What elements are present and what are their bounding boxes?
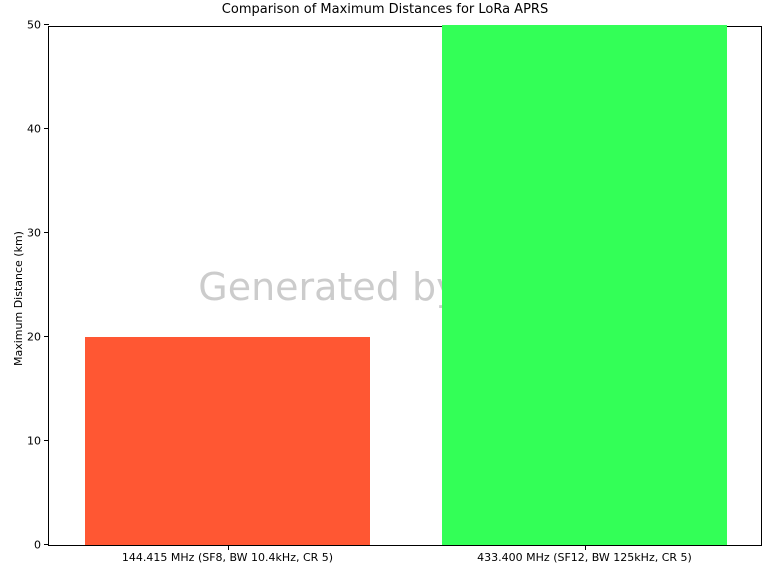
y-tick-label: 40 bbox=[27, 123, 49, 136]
bar bbox=[85, 337, 371, 545]
chart-title: Comparison of Maximum Distances for LoRa… bbox=[0, 2, 770, 17]
x-tick-mark bbox=[228, 545, 229, 550]
y-tick-label: 20 bbox=[27, 331, 49, 344]
y-axis-label: Maximum Distance (km) bbox=[12, 231, 25, 366]
y-tick-label: 30 bbox=[27, 227, 49, 240]
y-tick-label: 0 bbox=[34, 539, 49, 552]
y-tick-label: 50 bbox=[27, 19, 49, 32]
y-tick-mark bbox=[44, 336, 49, 337]
y-tick-mark bbox=[44, 128, 49, 129]
y-tick-mark bbox=[44, 544, 49, 545]
bar bbox=[442, 25, 728, 545]
y-tick-label: 10 bbox=[27, 435, 49, 448]
y-tick-mark bbox=[44, 440, 49, 441]
x-tick-mark bbox=[585, 545, 586, 550]
y-tick-mark bbox=[44, 24, 49, 25]
y-tick-mark bbox=[44, 232, 49, 233]
plot-area: Generated by 9M2PJU 01020304050144.415 M… bbox=[48, 26, 762, 546]
